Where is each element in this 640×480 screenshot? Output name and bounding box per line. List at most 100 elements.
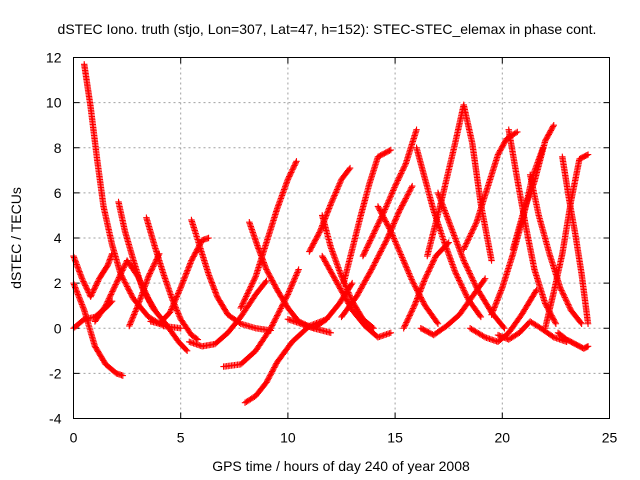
- data-point-marker: [440, 205, 448, 213]
- data-point-marker: [146, 297, 153, 305]
- data-point-marker: [436, 194, 443, 201]
- data-point-marker: [292, 273, 299, 281]
- data-point-marker: [447, 223, 455, 230]
- data-point-marker: [75, 294, 83, 301]
- data-point-marker: [447, 222, 454, 229]
- data-point-marker: [151, 260, 158, 267]
- data-point-marker: [326, 266, 333, 273]
- series-arc-af: [505, 126, 560, 327]
- data-point-marker: [396, 207, 403, 215]
- data-point-marker: [400, 257, 407, 264]
- data-point-marker: [313, 234, 320, 242]
- data-point-marker: [289, 166, 296, 173]
- data-point-marker: [558, 288, 566, 296]
- data-point-marker: [496, 290, 504, 297]
- data-point-marker: [400, 199, 407, 206]
- data-point-marker: [399, 202, 406, 209]
- data-point-marker: [420, 279, 427, 287]
- data-point-marker: [267, 371, 274, 378]
- data-point-marker: [102, 302, 109, 309]
- series-arc-aa: [424, 101, 495, 264]
- data-point-marker: [389, 223, 396, 230]
- data-point-marker: [291, 275, 299, 282]
- data-point-marker: [129, 314, 137, 321]
- data-point-marker: [242, 294, 249, 302]
- data-point-marker: [404, 267, 412, 274]
- data-point-marker: [119, 265, 127, 273]
- data-point-marker: [182, 273, 189, 280]
- data-point-marker: [268, 322, 276, 329]
- data-point-marker: [550, 316, 557, 323]
- data-point-marker: [134, 303, 141, 311]
- data-point-marker: [332, 189, 340, 196]
- data-point-marker: [323, 260, 330, 268]
- data-point-marker: [335, 181, 343, 189]
- data-point-marker: [293, 158, 300, 165]
- data-point-marker: [175, 311, 183, 319]
- data-point-marker: [130, 311, 138, 318]
- data-point-marker: [184, 265, 192, 273]
- data-point-marker: [415, 292, 422, 299]
- data-point-marker: [317, 226, 324, 234]
- data-point-marker: [366, 238, 373, 246]
- data-point-marker: [500, 323, 507, 331]
- data-point-marker: [349, 279, 356, 287]
- series-arc-x: [400, 239, 452, 332]
- data-point-marker: [306, 248, 313, 255]
- data-point-marker: [491, 302, 499, 310]
- data-point-marker: [324, 209, 331, 216]
- data-point-marker: [334, 184, 341, 192]
- data-point-marker: [205, 234, 212, 242]
- data-point-marker: [284, 291, 292, 298]
- data-point-marker: [379, 245, 386, 252]
- data-point-marker: [386, 147, 393, 154]
- data-point-marker: [366, 270, 373, 277]
- data-point-marker: [128, 291, 135, 298]
- data-point-marker: [413, 296, 420, 304]
- data-point-marker: [430, 257, 438, 264]
- data-point-marker: [461, 288, 468, 295]
- data-point-marker: [467, 231, 474, 239]
- data-point-marker: [470, 224, 478, 232]
- data-point-marker: [126, 321, 134, 328]
- data-point-marker: [89, 289, 96, 296]
- data-point-marker: [401, 260, 408, 267]
- data-point-marker: [290, 278, 297, 285]
- data-point-marker: [392, 239, 400, 247]
- data-point-marker: [389, 232, 396, 239]
- data-point-marker: [412, 299, 419, 307]
- data-point-marker: [451, 232, 458, 239]
- data-point-marker: [338, 273, 345, 280]
- data-point-marker: [453, 271, 460, 278]
- data-point-marker: [451, 233, 458, 241]
- data-point-marker: [562, 295, 569, 303]
- data-point-marker: [373, 224, 380, 232]
- data-point-marker: [189, 254, 197, 262]
- data-point-marker: [391, 236, 398, 244]
- data-point-marker: [272, 283, 279, 291]
- data-point-marker: [109, 286, 117, 294]
- data-point-marker: [494, 295, 501, 303]
- data-point-marker: [73, 288, 81, 295]
- data-point-marker: [549, 123, 557, 130]
- data-point-marker: [468, 228, 476, 236]
- data-point-marker: [443, 211, 450, 219]
- data-point-marker: [460, 246, 467, 253]
- data-point-marker: [365, 240, 373, 247]
- data-point-marker: [176, 313, 183, 320]
- x-tick-label: 5: [177, 430, 185, 446]
- data-point-marker: [450, 230, 457, 238]
- data-point-marker: [394, 244, 401, 251]
- data-point-marker: [401, 198, 408, 205]
- data-point-marker: [276, 308, 283, 315]
- data-point-marker: [410, 303, 417, 311]
- data-point-marker: [340, 290, 347, 298]
- data-point-marker: [370, 262, 377, 269]
- data-point-marker: [262, 278, 269, 286]
- data-point-marker: [357, 285, 365, 292]
- data-point-marker: [133, 305, 140, 312]
- data-point-marker: [412, 284, 420, 291]
- data-point-marker: [179, 278, 187, 286]
- x-tick-label: 0: [70, 430, 78, 446]
